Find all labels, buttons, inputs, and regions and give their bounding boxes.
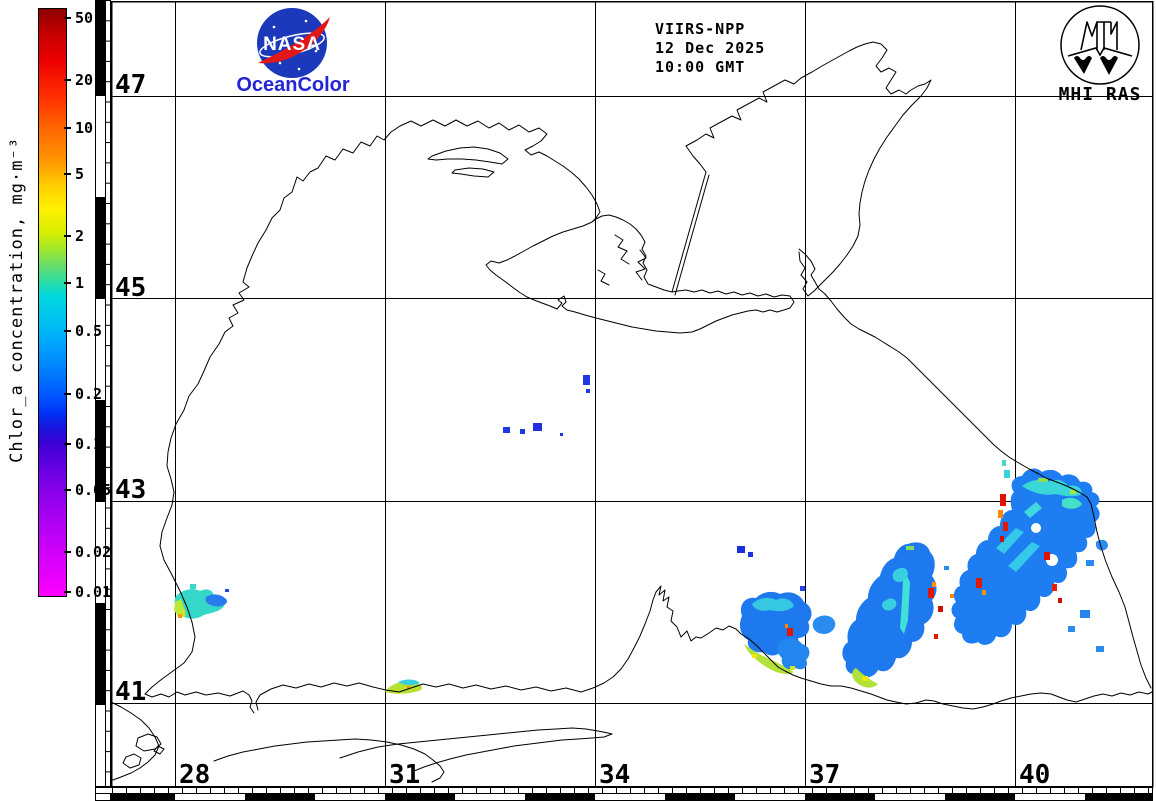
colorbar-title: Chlor_a concentration, mg·m⁻³ (7, 137, 27, 463)
tick-dash (64, 393, 71, 395)
mhi-ras-logo-icon (1060, 5, 1140, 85)
longitude-label: 34 (599, 760, 631, 790)
nasa-logo: NASA (250, 5, 335, 85)
tick-label: 2 (75, 227, 85, 245)
satellite-name: VIIRS-NPP (655, 20, 746, 38)
tick-dash (64, 235, 71, 237)
colorbar-tick: 20 (64, 70, 93, 90)
colorbar-tick: 0.01 (64, 582, 111, 602)
tick-dash (64, 443, 71, 445)
colorbar-tick: 50 (64, 8, 93, 28)
mhi-ras-logo (1055, 4, 1145, 88)
patch-offshore-specks (503, 375, 590, 436)
tick-label: 20 (75, 71, 94, 89)
latitude-label: 47 (115, 70, 147, 100)
tick-label: 0.1 (75, 435, 103, 453)
colorbar-tick: 5 (64, 164, 84, 184)
tick-dash (64, 591, 71, 593)
colorbar-tick: 10 (64, 118, 93, 138)
mhi-ras-label: MHI RAS (1058, 84, 1142, 105)
colorbar-tick: 2 (64, 226, 84, 246)
degree-border-bottom (95, 787, 1153, 801)
patch-anatolia-sliver (385, 679, 422, 694)
tick-dash (64, 551, 71, 553)
longitude-label: 28 (179, 760, 211, 790)
colorbar-tick: 0.05 (64, 480, 111, 500)
nasa-wordmark: NASA (263, 34, 321, 55)
tick-label: 0.01 (75, 583, 112, 601)
acquisition-time: 10:00 GMT (655, 58, 746, 76)
tick-label: 10 (75, 119, 94, 137)
patch-elongated-east (842, 542, 954, 688)
colorbar-gradient (38, 8, 67, 597)
acquisition-date: 12 Dec 2025 (655, 39, 766, 57)
graticule-grid (112, 2, 1152, 786)
tick-dash (64, 127, 71, 129)
colorbar-tick: 0.2 (64, 384, 102, 404)
tick-label: 0.2 (75, 385, 103, 403)
longitude-label: 40 (1019, 760, 1051, 790)
longitude-label: 37 (809, 760, 841, 790)
tick-label: 1 (75, 274, 85, 292)
colorbar-tick: 0.5 (64, 321, 102, 341)
latitude-label: 43 (115, 475, 147, 505)
degree-border-left (95, 0, 111, 787)
patch-east-basin (951, 460, 1108, 652)
tick-label: 50 (75, 9, 94, 27)
tick-dash (64, 79, 71, 81)
tick-label: 0.02 (75, 543, 112, 561)
tick-label: 0.05 (75, 481, 112, 499)
tick-dash (64, 282, 71, 284)
colorbar-tick: 0.02 (64, 542, 111, 562)
oceancolor-label: OceanColor (236, 74, 350, 96)
coastline (110, 41, 1153, 783)
tick-dash (64, 330, 71, 332)
latitude-label: 41 (115, 677, 147, 707)
latitude-label: 45 (115, 273, 147, 303)
tick-dash (64, 489, 71, 491)
colorbar-tick: 0.1 (64, 434, 102, 454)
tick-label: 0.5 (75, 322, 103, 340)
longitude-label: 31 (389, 760, 421, 790)
map-frame (110, 0, 1154, 788)
tick-dash (64, 17, 71, 19)
tick-dash (64, 173, 71, 175)
patch-west-coast (174, 584, 229, 619)
chlorophyll-patches (174, 375, 1108, 694)
nasa-logo-icon: NASA (257, 8, 330, 78)
tick-label: 5 (75, 165, 85, 183)
patch-south-central (737, 546, 836, 675)
data-header: VIIRS-NPP 12 Dec 2025 10:00 GMT (655, 20, 765, 77)
colorbar-tick: 1 (64, 273, 84, 293)
